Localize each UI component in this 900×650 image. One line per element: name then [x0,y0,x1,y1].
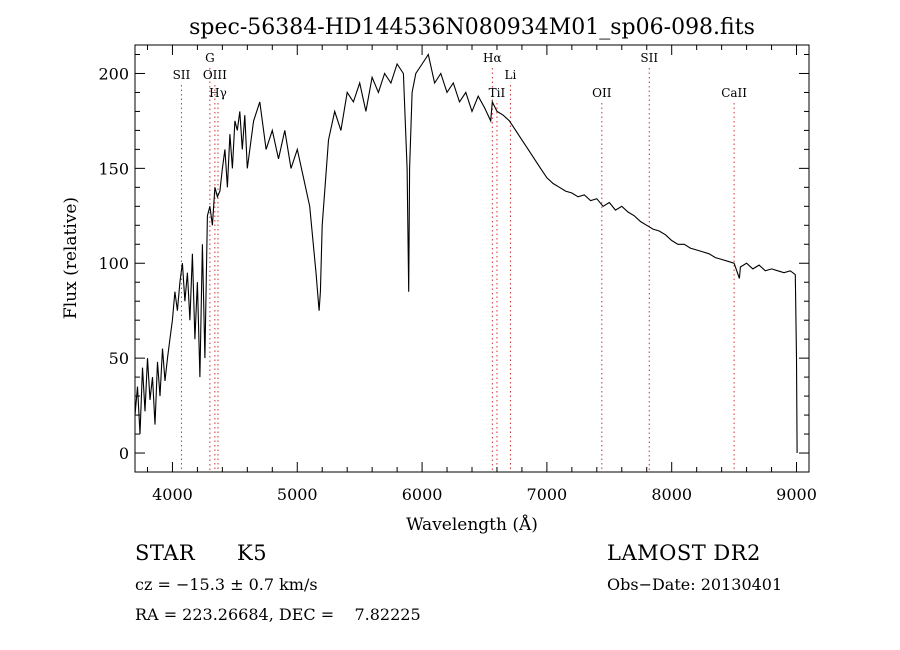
y-tick-label: 50 [109,349,129,368]
y-axis-label: Flux (relative) [61,197,81,319]
y-tick-label: 200 [98,64,129,83]
marker-label: SII [173,68,191,82]
y-tick-label: 100 [98,254,129,273]
survey-name: LAMOST DR2 [607,541,761,565]
x-tick-label: 5000 [277,485,318,504]
redshift-readout: cz = −15.3 ± 0.7 km/s [135,575,318,594]
marker-label: TiI [489,86,506,100]
chart-title: spec-56384-HD144536N080934M01_sp06-098.f… [189,15,755,40]
marker-label: OIII [203,68,227,82]
obs-date: Obs−Date: 20130401 [607,575,783,594]
object-class: STAR [135,541,196,565]
y-axis-ticks: 0 50 100 150 200 [98,53,809,473]
marker-label: SII [640,51,658,65]
y-tick-label: 0 [119,444,129,463]
x-tick-label: 4000 [152,485,193,504]
x-tick-label: 7000 [527,485,568,504]
marker-label: Hγ [209,86,227,100]
marker-label: Li [505,68,517,82]
x-axis-ticks: 4000 5000 6000 7000 8000 9000 [146,45,817,504]
x-tick-label: 6000 [402,485,443,504]
plot-frame [134,44,810,473]
marker-label: Hα [483,51,502,65]
marker-label: G [205,51,215,65]
x-axis-label: Wavelength (Å) [406,514,538,535]
x-tick-label: 9000 [776,485,817,504]
object-subclass: K5 [237,541,268,565]
marker-label: CaII [721,86,747,100]
coordinates: RA = 223.26684, DEC = 7.82225 [135,605,421,624]
marker-label: OII [592,86,612,100]
spectrum-series-line [134,53,798,454]
y-tick-label: 150 [98,159,129,178]
x-tick-label: 8000 [651,485,692,504]
